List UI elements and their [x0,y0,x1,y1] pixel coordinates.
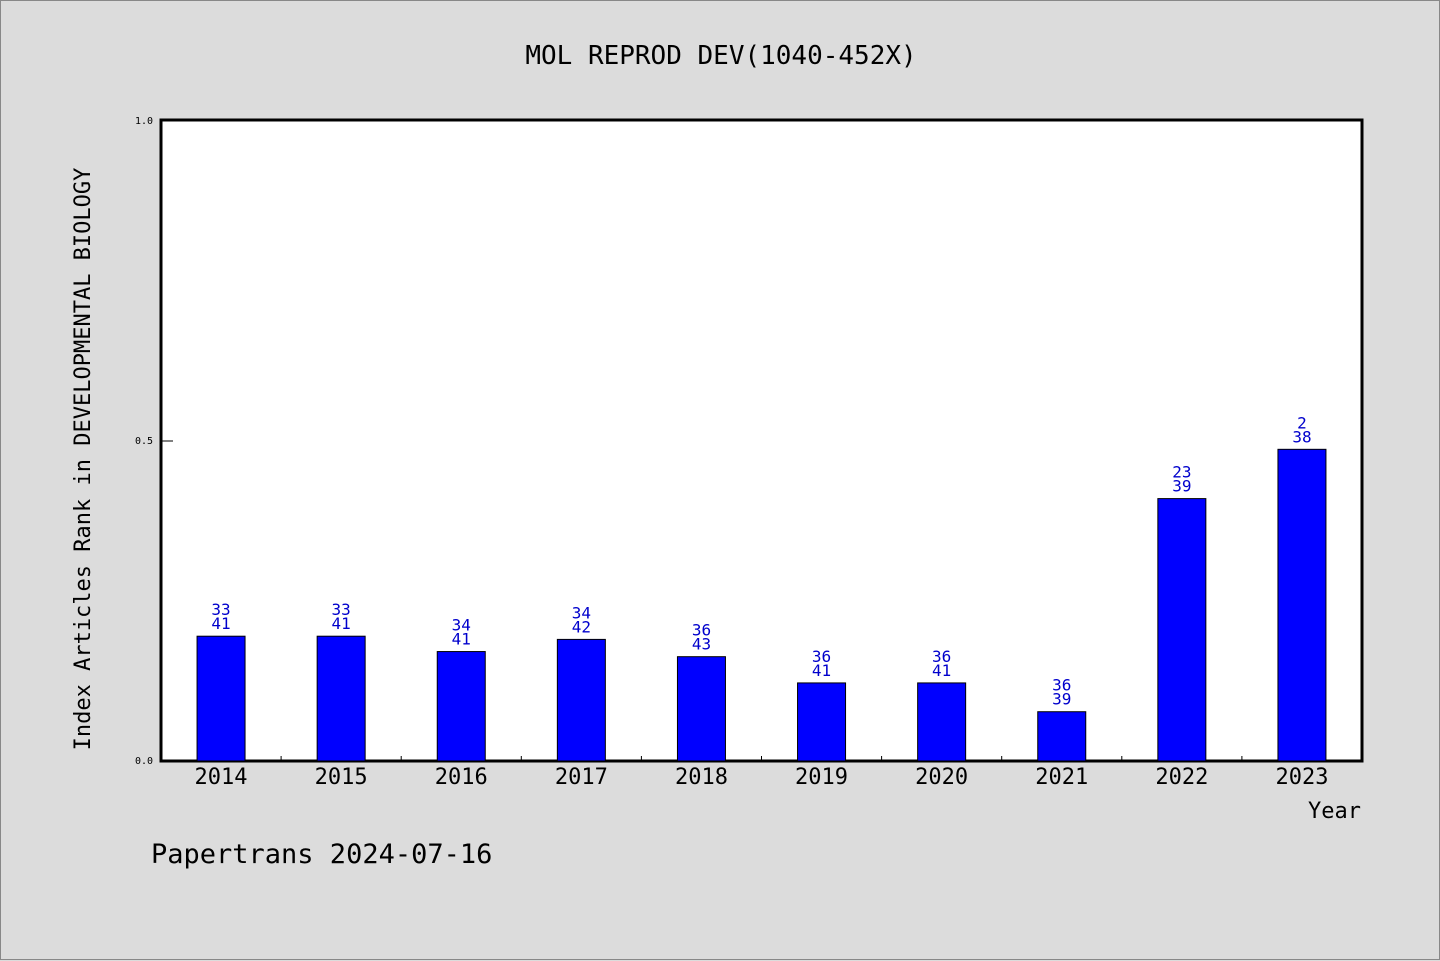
bar-2019 [797,682,847,762]
x-tick-label-2017: 2017 [555,765,608,790]
y-axis-ticks: 0.0 0.5 1.0 [135,116,173,767]
data-label-total-2014: 41 [211,614,230,633]
data-label-rank-2014: 33 [211,600,230,619]
data-label-total-2015: 41 [332,614,351,633]
data-label-rank-2022: 23 [1172,463,1191,482]
x-axis-ticks: 2014 2015 2016 2017 2018 2019 2020 2021 2022 2023 [195,756,1328,790]
data-label-rank-2021: 36 [1052,676,1071,695]
data-label-total-2017: 42 [572,617,591,636]
data-label-rank-2018: 36 [692,621,711,640]
bar-2023 [1277,448,1327,762]
data-label-total-2019: 41 [812,661,831,680]
data-label-total-2016: 41 [452,630,471,649]
footer-credit: Papertrans 2024-07-16 [151,839,492,870]
chart-title: MOL REPROD DEV(1040-452X) [525,41,916,71]
x-tick-label-2016: 2016 [435,765,488,790]
bar-2018 [676,656,726,762]
bar-2020 [917,682,967,762]
data-label-total-2018: 43 [692,635,711,654]
bar-2017 [556,638,606,762]
data-label-rank-2016: 34 [452,616,471,635]
data-label-rank-2019: 36 [812,647,831,666]
bars-group [196,448,1327,762]
x-tick-label-2023: 2023 [1275,765,1328,790]
data-label-total-2023: 38 [1292,427,1311,446]
bar-2014 [196,635,246,762]
data-label-rank-2020: 36 [932,647,951,666]
x-tick-label-2019: 2019 [795,765,848,790]
data-label-rank-2015: 33 [332,600,351,619]
bar-2015 [316,635,366,762]
data-label-rank-2017: 34 [572,603,591,622]
data-label-total-2021: 39 [1052,690,1071,709]
y-tick-label: 1.0 [135,116,153,127]
x-tick-label-2022: 2022 [1155,765,1208,790]
data-label-total-2020: 41 [932,661,951,680]
x-tick-label-2020: 2020 [915,765,968,790]
x-tick-label-2015: 2015 [315,765,368,790]
bar-2016 [436,651,486,762]
y-tick-label: 0.5 [135,436,153,447]
bar-2021 [1037,711,1087,762]
data-label-total-2022: 39 [1172,477,1191,496]
bar-2022 [1157,498,1207,762]
y-axis-label: Index Articles Rank in DEVELOPMENTAL BIO… [71,168,96,751]
x-axis-label: Year [1308,799,1361,824]
x-tick-label-2018: 2018 [675,765,728,790]
x-tick-label-2014: 2014 [195,765,248,790]
y-tick-label: 0.0 [135,756,153,767]
x-tick-label-2021: 2021 [1035,765,1088,790]
data-label-rank-2023: 2 [1297,413,1307,432]
